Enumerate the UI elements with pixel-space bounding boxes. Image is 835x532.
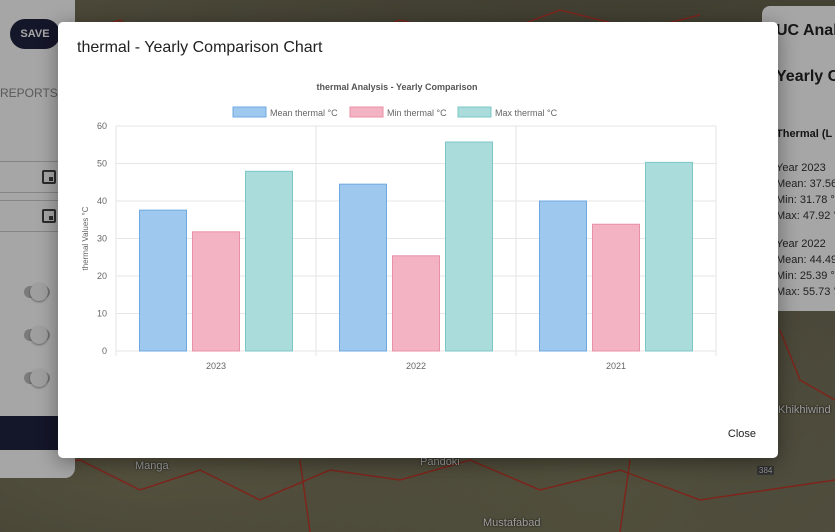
panel-subtitle: Yearly C [776,68,835,85]
legend-swatch [232,106,267,118]
end-date-input[interactable] [0,200,60,232]
bar [445,141,493,352]
map-label-mustafabad: Mustafabad [483,517,541,529]
bar [339,183,387,352]
y-tick-label: 20 [97,271,107,281]
panel-section-heading: Thermal (L [776,128,833,140]
legend-swatch [457,106,492,118]
panel-max-line: Max: 47.92 ° [776,210,835,222]
modal-title: thermal - Yearly Comparison Chart [77,39,323,56]
toggle-knob [30,369,48,387]
bar [592,223,640,352]
toggle-knob [30,326,48,344]
calendar-icon[interactable] [42,170,56,184]
legend-swatch [349,106,384,118]
save-button[interactable]: SAVE [10,19,60,49]
boundary-line [0,459,835,501]
bar [392,255,440,352]
panel-max-line: Max: 55.73 ° [776,286,835,298]
x-tick-label: 2023 [206,361,226,371]
reports-tab[interactable]: REPORTS [0,86,58,100]
panel-mean-line: Mean: 44.49 [776,254,835,266]
toggle-knob [30,283,48,301]
bar [539,200,587,352]
y-tick-label: 60 [97,121,107,131]
bar-chart: thermal Analysis - Yearly Comparison Mean… [81,82,717,371]
y-tick-label: 30 [97,234,107,244]
boundary-line [779,329,835,401]
panel-year-line: Year 2022 [776,238,826,250]
panel-title: UC Anal [776,22,835,39]
boundary-line [619,459,631,532]
y-axis-label: thermal Values °C [81,206,90,270]
layer-toggle-1[interactable] [24,283,50,301]
legend-label: Max thermal °C [495,108,558,118]
bar [192,231,240,352]
map-label-pandoki: Pandoki [420,456,460,468]
bar [245,170,293,352]
boundary-line [299,459,311,532]
panel-min-line: Min: 31.78 ° [776,194,835,206]
close-button[interactable]: Close [727,428,756,440]
panel-min-line: Min: 25.39 ° [776,270,835,282]
calendar-icon[interactable] [42,209,56,223]
legend-label: Min thermal °C [387,108,447,118]
x-tick-label: 2022 [406,361,426,371]
panel-mean-line: Mean: 37.56 [776,178,835,190]
bar [139,209,187,352]
layer-toggle-2[interactable] [24,326,50,344]
action-bar[interactable] [0,416,60,450]
y-tick-label: 40 [97,196,107,206]
map-label-khikhiwind: Khikhiwind [778,404,831,416]
chart-modal: thermal - Yearly Comparison Chart therma… [58,22,778,458]
legend-label: Mean thermal °C [270,108,338,118]
y-tick-label: 50 [97,159,107,169]
layer-toggle-3[interactable] [24,369,50,387]
y-tick-label: 0 [102,346,107,356]
chart-title: thermal Analysis - Yearly Comparison [316,82,477,92]
panel-year-line: Year 2023 [776,162,826,174]
y-tick-label: 10 [97,309,107,319]
map-label-manga: Manga [135,460,169,472]
start-date-input[interactable] [0,161,60,193]
bar [645,161,693,352]
x-tick-label: 2021 [606,361,626,371]
map-road-shield: 384 [757,466,775,475]
